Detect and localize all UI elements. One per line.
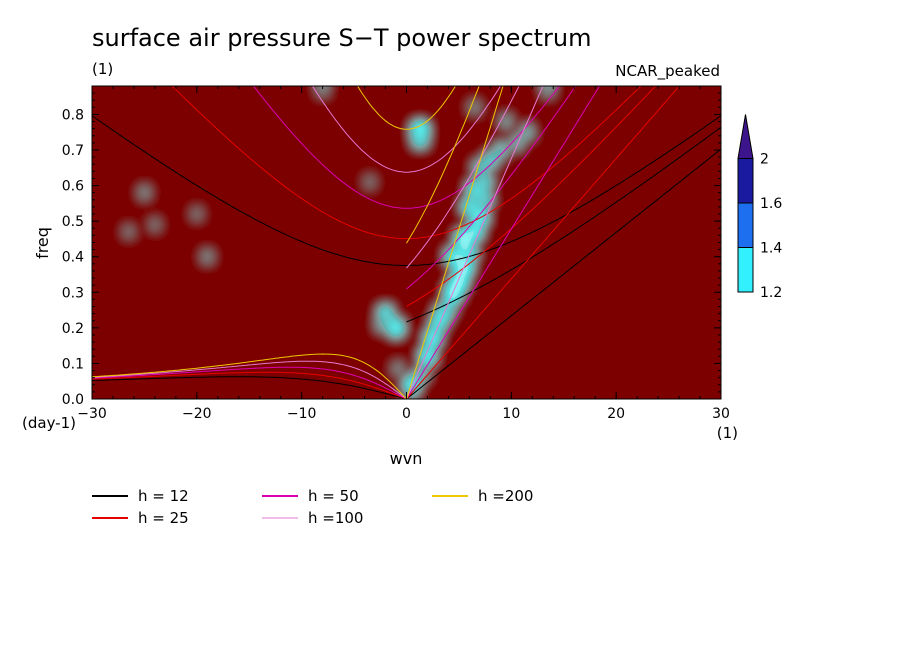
- spectral-blob-26: [499, 113, 513, 130]
- x-tick-label: 0: [402, 406, 411, 422]
- spectral-blob-18: [477, 190, 494, 209]
- spectral-blob-23: [493, 141, 509, 159]
- curve-rossby_n1-h12: [92, 376, 407, 399]
- y-tick-label: 0.6: [62, 179, 84, 195]
- legend: h = 12 h = 25 h = 50 h =100 h =200: [92, 487, 533, 527]
- curve-rossby_n1-h200: [92, 353, 407, 399]
- curve-gravity_n1-h100: [311, 86, 502, 173]
- curve-kelvin-h12: [406, 148, 721, 399]
- y-tick-label: 0.2: [62, 321, 84, 337]
- legend-label-2: h = 50: [308, 487, 359, 505]
- y-tick-label: 0.4: [62, 250, 84, 266]
- curve-rossby_gravity-h25: [406, 86, 657, 307]
- curve-rossby_n1-h25: [92, 371, 407, 399]
- curve-rossby_n1-h100: [92, 360, 407, 399]
- spectral-blob-34: [138, 185, 151, 201]
- x-tick-label: −30: [77, 406, 107, 422]
- spectral-blob-35: [200, 249, 214, 265]
- curve-gravity_n1-h50: [252, 86, 561, 209]
- spectral-blob-36: [122, 224, 135, 239]
- spectral-blob-22: [482, 151, 499, 170]
- colorbar-label: 2: [760, 152, 769, 168]
- curve-kelvin-h100: [406, 86, 544, 399]
- legend-label-1: h = 25: [138, 509, 189, 527]
- colorbar-segment-1: [737, 202, 754, 248]
- spectral-blob-31: [375, 316, 390, 333]
- spectral-blob-39: [190, 207, 203, 222]
- spectral-blob-17: [461, 197, 478, 217]
- curve-rossby_gravity-h50: [406, 86, 577, 290]
- legend-label-4: h =200: [478, 487, 533, 505]
- x-unit-label: (1): [717, 424, 738, 442]
- spectral-blob-20: [477, 173, 494, 192]
- curve-gravity_n1-h200: [356, 86, 457, 130]
- legend-label-0: h = 12: [138, 487, 189, 505]
- spectral-power-blobs: [92, 86, 721, 399]
- y-axis-label: freq: [33, 227, 52, 259]
- chart-subtitle-right: NCAR_peaked: [615, 62, 720, 81]
- curve-kelvin-h25: [406, 86, 681, 399]
- colorbar: 1.2 1.4 1.6 2: [737, 114, 782, 301]
- colorbar-label: 1.6: [760, 196, 782, 212]
- curve-kelvin-h50: [406, 86, 601, 399]
- y-unit-label: (day-1): [22, 414, 76, 432]
- legend-label-3: h =100: [308, 509, 363, 527]
- y-tick-label: 0.3: [62, 285, 84, 301]
- curve-rossby_gravity-h100: [406, 86, 520, 269]
- curve-kelvin-h200: [406, 86, 504, 399]
- curve-rossby_gravity-h200: [406, 86, 480, 244]
- y-tick-label: 0.5: [62, 214, 84, 230]
- chart-title: surface air pressure S−T power spectrum: [92, 24, 592, 52]
- curve-rossby_n1-h50: [92, 366, 407, 399]
- colorbar-label: 1.2: [760, 285, 782, 301]
- curve-gravity_n1-h25: [171, 86, 642, 240]
- colorbar-extend-max: [737, 114, 754, 159]
- spectral-blob-37: [148, 217, 161, 232]
- x-axis-label: wvn: [390, 449, 423, 468]
- x-tick-label: −10: [287, 406, 317, 422]
- y-tick-label: 0.0: [62, 392, 84, 408]
- y-axis-ticks: 0.0 0.1 0.2 0.3 0.4 0.5 0.6 0.7 0.8: [62, 92, 721, 408]
- x-tick-label: 30: [712, 406, 730, 422]
- spectral-blob-28: [541, 86, 555, 98]
- spectral-blob-25: [519, 124, 535, 141]
- curve-gravity_n1-h12: [92, 115, 721, 266]
- spectral-blob-30: [387, 318, 405, 338]
- x-axis-ticks: −30 −20 −10 0 10 20 30: [77, 86, 730, 422]
- curve-rossby_gravity-h12: [406, 126, 721, 323]
- spectral-blob-32: [391, 361, 405, 377]
- spectral-blob-12: [444, 246, 463, 267]
- plot-area: [92, 86, 721, 399]
- dispersion-curves: [92, 86, 721, 399]
- chart-subtitle-left: (1): [92, 60, 113, 78]
- x-tick-label: 10: [502, 406, 520, 422]
- x-tick-label: −20: [182, 406, 212, 422]
- colorbar-segment-0: [737, 247, 754, 293]
- spectral-blob-38: [363, 175, 376, 190]
- spectral-blob-33: [316, 86, 330, 97]
- y-tick-label: 0.7: [62, 143, 84, 159]
- y-tick-label: 0.1: [62, 356, 84, 372]
- x-tick-label: 20: [607, 406, 625, 422]
- colorbar-label: 1.4: [760, 241, 782, 257]
- spectral-blob-27: [468, 99, 482, 115]
- colorbar-segment-2: [737, 158, 754, 204]
- spectral-blob-1: [411, 129, 429, 149]
- y-tick-label: 0.8: [62, 107, 84, 123]
